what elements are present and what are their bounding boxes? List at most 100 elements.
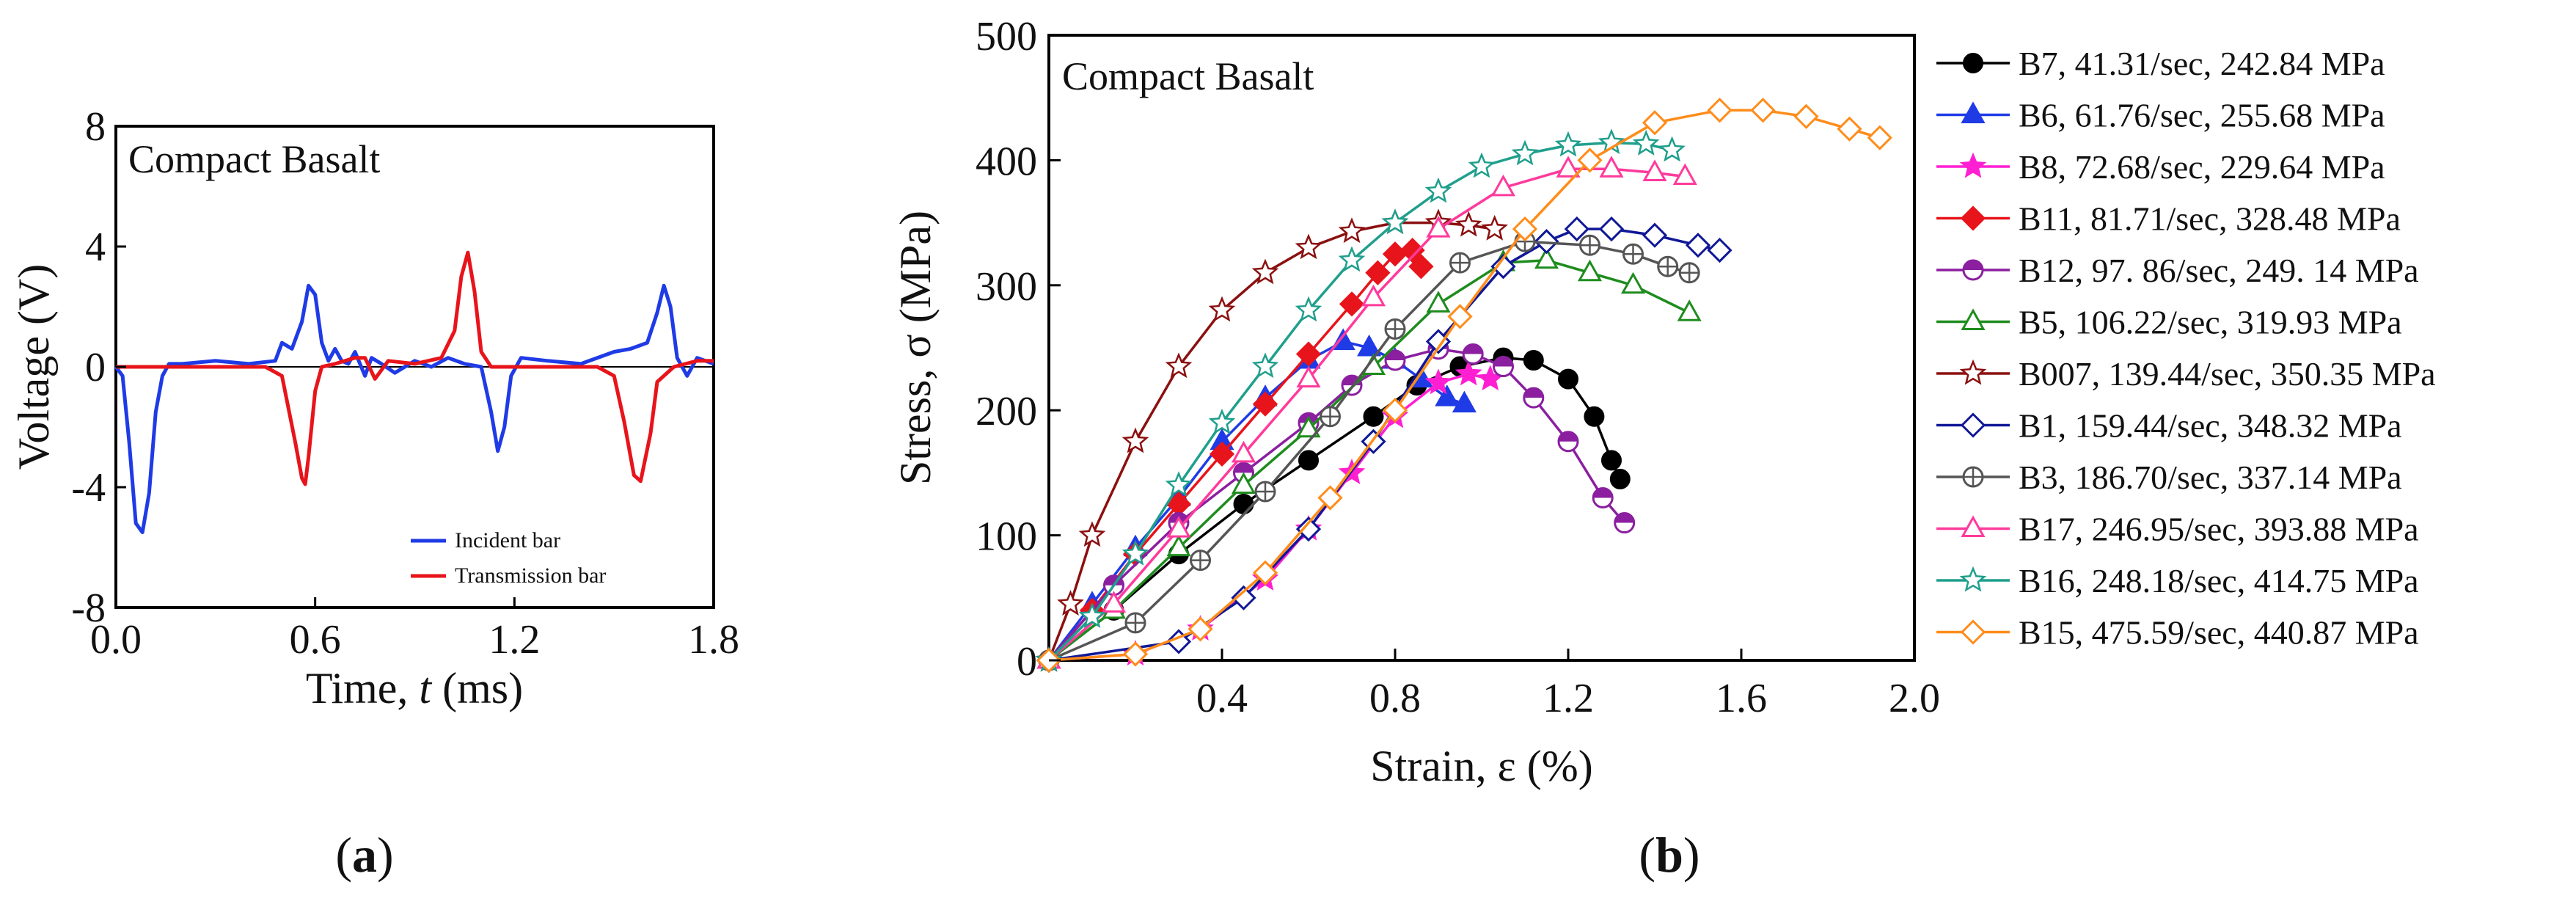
series-line-b15 xyxy=(1048,109,1881,662)
data-point-b16 xyxy=(1338,246,1366,272)
plot-a-series-group xyxy=(114,250,714,534)
legend-label: B3, 186.70/sec, 337.14 MPa xyxy=(2019,459,2402,496)
legend-label: B16, 248.18/sec, 414.75 MPa xyxy=(2019,562,2419,599)
data-point-b12 xyxy=(1557,431,1579,453)
y-tick-label: -8 xyxy=(71,586,106,631)
panel-a-label: (a) xyxy=(335,827,393,883)
data-point-b5 xyxy=(1620,271,1646,294)
data-point-b7 xyxy=(1558,368,1578,390)
data-point-b007 xyxy=(1165,352,1193,379)
data-point-b15 xyxy=(1382,398,1408,423)
data-point-b12 xyxy=(1592,486,1614,508)
series-line-transmission-bar xyxy=(116,250,714,486)
data-point-b7 xyxy=(1601,450,1622,471)
x-tick-label: 0.6 xyxy=(290,617,341,663)
plot-b-annotation: Compact Basalt xyxy=(1062,54,1314,98)
data-point-b16 xyxy=(1468,152,1496,178)
legend-label: B8, 72.68/sec, 229.64 MPa xyxy=(2019,148,2385,186)
data-point-b5 xyxy=(1166,534,1191,557)
data-point-b5 xyxy=(1577,259,1603,282)
panel-b: 0.4 0.8 1.2 1.6 2.0 0 100 200 300 400 500 Compact … xyxy=(891,14,2436,883)
data-point-b3 xyxy=(1657,255,1679,277)
legend-item-b11: B11, 81.71/sec, 328.48 MPa xyxy=(1936,200,2401,238)
series-b15 xyxy=(1036,98,1892,674)
x-tick-label: 2.0 xyxy=(1889,676,1940,721)
plot-b-xlabel: Strain, ε (%) xyxy=(1370,742,1592,790)
legend-label: B11, 81.71/sec, 328.48 MPa xyxy=(2019,200,2401,238)
data-point-b17 xyxy=(1556,156,1581,178)
data-point-b12 xyxy=(1523,387,1545,409)
data-point-b11 xyxy=(1339,291,1365,317)
data-point-b16 xyxy=(1511,139,1539,166)
data-point-b16 xyxy=(1078,602,1106,628)
legend-swatch-marker xyxy=(1960,619,1986,645)
data-point-b15 xyxy=(1750,98,1776,123)
plot-a-legend: Incident bar Transmission bar xyxy=(411,528,606,588)
legend-item-b17: B17, 246.95/sec, 393.88 MPa xyxy=(1936,511,2419,548)
data-point-b007 xyxy=(1338,217,1366,244)
data-point-b17 xyxy=(1426,216,1451,238)
y-tick-label: 0 xyxy=(1017,639,1037,685)
data-point-b16 xyxy=(1381,208,1409,235)
legend-swatch-marker xyxy=(1961,308,1986,330)
data-point-b3 xyxy=(1678,262,1700,284)
data-point-b6 xyxy=(1435,384,1460,406)
data-point-b17 xyxy=(1642,159,1667,181)
data-point-b5 xyxy=(1677,299,1702,321)
data-point-b15 xyxy=(1512,216,1538,242)
x-tick-label: 0.0 xyxy=(90,617,142,663)
legend-label: B15, 475.59/sec, 440.87 MPa xyxy=(2019,614,2419,652)
legend-swatch-marker xyxy=(1963,53,1983,73)
plot-b-series-group xyxy=(1035,98,1892,674)
data-point-b7 xyxy=(1233,494,1254,514)
data-point-b17 xyxy=(1490,174,1516,197)
data-point-b16 xyxy=(1251,352,1279,379)
legend-item-b5: B5, 106.22/sec, 319.93 MPa xyxy=(1936,304,2402,341)
data-point-b15 xyxy=(1793,103,1819,129)
data-point-b1 xyxy=(1295,516,1322,542)
plot-a-ticks: 0.0 0.6 1.2 1.8 -8 -4 0 4 8 xyxy=(71,104,739,663)
data-point-b7 xyxy=(1523,350,1544,371)
data-point-b1 xyxy=(1231,585,1256,610)
plot-a-ylabel: Voltage (V) xyxy=(10,264,58,470)
data-point-b16 xyxy=(1554,131,1582,157)
data-point-b17 xyxy=(1231,440,1256,463)
data-point-b7 xyxy=(1298,450,1319,471)
data-point-b3 xyxy=(1254,481,1276,503)
legend-item-b8: B8, 72.68/sec, 229.64 MPa xyxy=(1936,148,2385,186)
plot-a-xlabel: Time, t (ms) xyxy=(306,664,523,712)
legend-item-b1: B1, 159.44/sec, 348.32 MPa xyxy=(1936,407,2402,445)
data-point-b11 xyxy=(1408,254,1434,280)
series-b3 xyxy=(1038,230,1700,671)
data-point-b5 xyxy=(1296,415,1321,438)
series-b5 xyxy=(1036,247,1702,669)
x-tick-label: 0.8 xyxy=(1369,676,1421,721)
panel-b-label: (b) xyxy=(1639,827,1699,883)
legend-swatch-marker xyxy=(1961,515,1986,537)
plot-b-legend: B7, 41.31/sec, 242.84 MPa B6, 61.76/sec, … xyxy=(1936,45,2436,652)
data-point-b12 xyxy=(1614,512,1636,534)
y-tick-label: 300 xyxy=(976,264,1037,310)
legend-swatch-marker xyxy=(1961,101,1986,123)
y-tick-label: 200 xyxy=(976,389,1037,434)
legend-item-b3: B3, 186.70/sec, 337.14 MPa xyxy=(1936,459,2402,496)
legend-label: B7, 41.31/sec, 242.84 MPa xyxy=(2019,45,2385,82)
data-point-b7 xyxy=(1584,406,1605,427)
legend-item-b007: B007, 139.44/sec, 350.35 MPa xyxy=(1936,355,2436,393)
data-point-b1 xyxy=(1490,254,1516,280)
panel-a: 0.0 0.6 1.2 1.8 -8 -4 0 4 8 Compact Basalt Time,… xyxy=(10,104,739,883)
plot-b-ticks: 0.4 0.8 1.2 1.6 2.0 0 100 200 300 400 500 xyxy=(976,14,1940,721)
data-point-b15 xyxy=(1252,560,1278,586)
data-point-b1 xyxy=(1685,233,1711,258)
plot-a-annotation: Compact Basalt xyxy=(128,137,380,181)
legend-item-b6: B6, 61.76/sec, 255.68 MPa xyxy=(1936,97,2385,134)
data-point-b11 xyxy=(1365,260,1391,285)
data-point-b7 xyxy=(1363,406,1384,427)
series-line-b1 xyxy=(1048,227,1720,662)
x-tick-label: 0.4 xyxy=(1196,676,1248,721)
data-point-b17 xyxy=(1361,284,1386,307)
legend-swatch-marker xyxy=(1962,466,1984,488)
data-point-b15 xyxy=(1577,147,1603,173)
x-tick-label: 1.2 xyxy=(1543,676,1594,721)
